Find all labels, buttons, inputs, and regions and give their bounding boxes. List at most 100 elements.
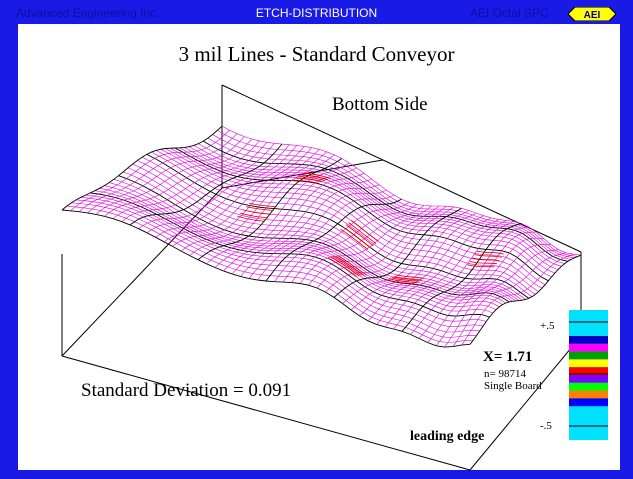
color-band: [569, 390, 608, 399]
surface-mesh-line: [299, 205, 432, 284]
surface-mesh-line: [393, 221, 514, 330]
surface-mesh-line: [163, 147, 313, 243]
surface-mesh-line: [138, 144, 290, 229]
surface-high-region: [249, 203, 277, 208]
surface-mesh-line: [401, 222, 522, 332]
color-band: [569, 367, 608, 375]
surface-mesh-line: [70, 129, 230, 212]
surface-mesh-line: [435, 244, 552, 346]
surface-mesh-line: [359, 215, 484, 317]
surface-mesh-line: [291, 205, 425, 283]
surface-high-region: [240, 212, 269, 219]
scale-tick-plus: +.5: [540, 320, 555, 332]
surface-mesh-line: [104, 140, 260, 217]
svg-text:AEI: AEI: [584, 10, 601, 21]
surface-mesh-line: [214, 167, 357, 268]
surface-mesh-line: [265, 198, 402, 282]
mean-label: X= 1.71: [483, 349, 533, 365]
surface-high-region: [394, 276, 423, 281]
surface-mesh-line: [461, 253, 574, 346]
sample-count-label: n= 98714: [484, 368, 526, 380]
surface-mesh-line: [240, 184, 380, 277]
surface-high-region: [292, 179, 320, 184]
board-label: Single Board: [484, 380, 542, 392]
surface-mesh-line: [444, 249, 559, 348]
company-name: Advanced Engineering Inc.: [16, 6, 160, 20]
surface-high-region: [338, 255, 367, 276]
surface-high-region: [298, 176, 326, 182]
surface-mesh-line: [282, 204, 417, 283]
surface-mesh-line: [66, 205, 474, 343]
surface-mesh-line: [452, 252, 567, 347]
surface-mesh-line: [418, 231, 537, 339]
surface-high-region: [396, 274, 425, 279]
surface-mesh-line: [95, 138, 253, 215]
std-dev-label: Standard Deviation = 0.091: [81, 380, 292, 401]
surface-mesh-line: [342, 210, 469, 304]
surface-mesh-line: [78, 133, 238, 212]
color-band: [569, 375, 608, 383]
surface-mesh-line: [155, 146, 305, 238]
surface-mesh-line: [469, 254, 582, 345]
surface-mesh-line: [90, 192, 490, 318]
surface-mesh-line: [231, 178, 372, 275]
surface-high-region: [391, 277, 420, 282]
surface-high-region: [332, 256, 362, 276]
surface-high-region: [335, 255, 365, 276]
surface-mesh-line: [384, 220, 507, 328]
surface-mesh-line: [410, 226, 529, 335]
surface-mesh-line: [121, 143, 275, 222]
surface-high-region: [246, 206, 274, 211]
surface-high-region: [348, 222, 377, 244]
surface-high-region: [342, 226, 371, 249]
surface-high-region: [301, 174, 329, 181]
surface-mesh-line: [427, 237, 544, 343]
surface-high-region: [330, 256, 360, 277]
surface-high-region: [467, 264, 495, 268]
color-band: [569, 336, 608, 344]
surface-mesh-line: [333, 207, 462, 298]
surface-mesh-line: [274, 202, 410, 282]
surface-high-region: [386, 279, 415, 285]
surface-mesh-line: [248, 189, 387, 279]
color-band: [569, 382, 608, 391]
color-band: [569, 343, 608, 352]
plot-title: 3 mil Lines - Standard Conveyor: [178, 42, 455, 66]
surface-high-region: [469, 261, 497, 265]
surface-high-region: [243, 209, 271, 215]
product-name: AEI Octal SPC: [470, 6, 549, 20]
box-edge: [382, 159, 582, 253]
box-edge: [221, 84, 384, 161]
surface-mesh-line: [223, 173, 365, 272]
surface-mesh-line: [350, 212, 477, 311]
surface-high-region: [304, 172, 332, 180]
surface-mesh-line: [129, 143, 283, 226]
window-title: ETCH-DISTRIBUTION: [255, 6, 378, 20]
surface-mesh-line: [146, 145, 298, 234]
surface-high-region: [472, 257, 500, 261]
surface-high-region: [474, 254, 502, 258]
surface-mesh-line: [316, 205, 447, 289]
surface-high-region: [340, 228, 369, 250]
surface-high-region: [345, 224, 374, 247]
box-edge: [61, 355, 471, 471]
title-bar: Advanced Engineering Inc. ETCH-DISTRIBUT…: [0, 0, 633, 24]
surface-high-region: [351, 219, 379, 242]
surface-mesh-line: [325, 206, 455, 293]
surface-high-region: [476, 250, 504, 255]
plot-subtitle: Bottom Side: [332, 94, 428, 115]
surface-mesh-line: [206, 162, 350, 265]
surface-mesh-line: [376, 219, 499, 325]
surface-mesh-line: [61, 125, 223, 211]
color-band: [569, 359, 608, 368]
aei-logo: AEI: [568, 7, 616, 21]
leading-edge-label: leading edge: [410, 429, 485, 444]
surface-mesh-line: [87, 136, 245, 214]
surface-high-region: [237, 215, 266, 222]
surface-high-region: [389, 278, 418, 284]
surface-mesh-line: [193, 145, 562, 267]
color-band: [569, 398, 608, 407]
surface-mesh-line: [308, 205, 440, 286]
